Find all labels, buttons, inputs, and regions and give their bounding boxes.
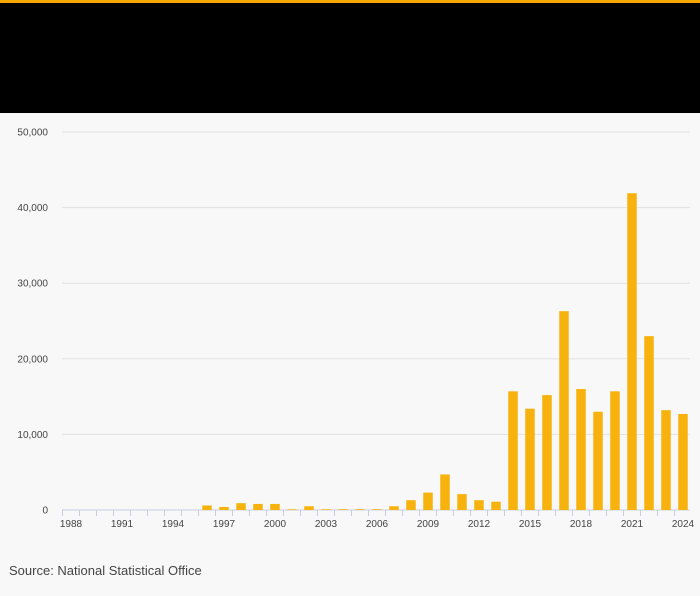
bar-2014 — [508, 391, 518, 510]
y-tick-label: 50,000 — [17, 128, 48, 139]
y-tick-label: 10,000 — [17, 430, 48, 441]
bar-2012 — [474, 500, 484, 510]
y-axis-ticks: 50,000 40,000 30,000 20,000 10,000 0 — [17, 128, 48, 517]
x-tick-label: 2015 — [519, 519, 542, 530]
bar-2020 — [610, 391, 620, 510]
x-tick-label: 2003 — [315, 519, 338, 530]
bar-2024 — [678, 413, 688, 510]
bar-2001 — [287, 509, 297, 510]
x-tick-label: 1991 — [111, 519, 134, 530]
accent-bar — [0, 0, 700, 3]
bar-2006 — [372, 509, 382, 510]
bar-2018 — [576, 389, 586, 510]
bar-2021 — [627, 193, 637, 510]
bar-2007 — [389, 506, 399, 510]
bar-2023 — [661, 410, 671, 510]
bar-2004 — [338, 509, 348, 510]
y-tick-label: 0 — [42, 506, 48, 517]
x-axis: 1988 1991 1994 1997 2000 2003 2006 2009 2012 2015… — [60, 509, 695, 530]
x-tick-label: 2000 — [264, 519, 287, 530]
x-tick-label: 1997 — [213, 519, 236, 530]
bar-2005 — [355, 509, 365, 510]
x-tick-label: 2024 — [672, 519, 695, 530]
bars — [202, 193, 688, 510]
bar-2010 — [440, 474, 450, 510]
gridlines — [62, 131, 690, 435]
bar-2000 — [270, 503, 280, 510]
bar-2016 — [542, 395, 552, 510]
bar-2013 — [491, 501, 501, 510]
bar-1998 — [236, 503, 246, 510]
x-tick-label: 2018 — [570, 519, 593, 530]
x-tick-label: 2021 — [621, 519, 644, 530]
y-tick-label: 20,000 — [17, 354, 48, 365]
bar-2002 — [304, 506, 314, 510]
bar-2011 — [457, 494, 467, 510]
x-tick-label: 1988 — [60, 519, 83, 530]
x-tick-label: 2012 — [468, 519, 491, 530]
x-tick-label: 2009 — [417, 519, 440, 530]
bar-2022 — [644, 336, 654, 510]
y-tick-label: 30,000 — [17, 279, 48, 290]
bar-2003 — [321, 509, 331, 510]
header-block — [0, 3, 700, 113]
bar-2015 — [525, 408, 535, 510]
x-tick-label: 1994 — [162, 519, 185, 530]
x-tick-label: 2006 — [366, 519, 389, 530]
bar-2017 — [559, 311, 569, 510]
bar-1996 — [202, 505, 212, 510]
bar-2009 — [423, 492, 433, 510]
bar-1999 — [253, 503, 263, 510]
bar-1997 — [219, 506, 229, 510]
y-tick-label: 40,000 — [17, 203, 48, 214]
bar-chart: 50,000 40,000 30,000 20,000 10,000 0 1988 1991… — [17, 128, 695, 531]
bar-2008 — [406, 500, 416, 510]
source-note: Source: National Statistical Office — [9, 563, 202, 578]
bar-2019 — [593, 411, 603, 510]
